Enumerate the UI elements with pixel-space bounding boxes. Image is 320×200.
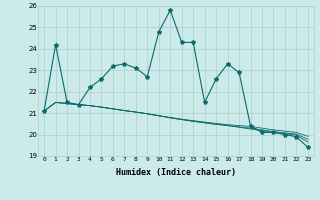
X-axis label: Humidex (Indice chaleur): Humidex (Indice chaleur) — [116, 168, 236, 177]
